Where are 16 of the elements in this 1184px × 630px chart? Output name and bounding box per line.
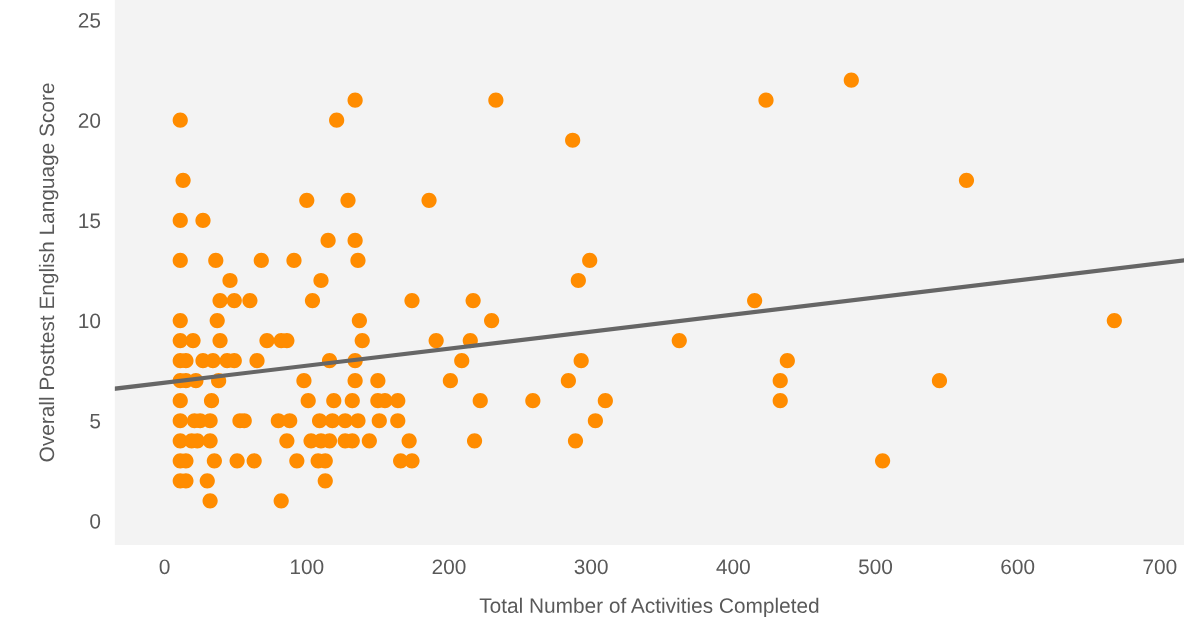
x-tick-label: 0 [159,559,170,575]
x-tick-label: 600 [1001,559,1035,575]
y-tick-label: 10 [79,313,101,329]
x-tick-label: 100 [290,559,324,575]
y-tick-label: 0 [90,513,101,529]
y-tick-label: 5 [90,413,101,429]
x-tick-label: 700 [1143,559,1177,575]
x-tick-label: 500 [858,559,893,575]
y-tick-label: 15 [79,213,101,229]
x-tick-label: 200 [432,559,466,575]
x-tick-label: 300 [574,559,608,575]
y-axis-title: Overall Posttest English Language Score [38,83,59,462]
y-tick-label: 25 [78,13,101,28]
x-tick-label: 400 [716,559,750,575]
x-axis-title: Total Number of Activities Completed [479,597,819,618]
y-tick-label: 20 [78,113,101,128]
